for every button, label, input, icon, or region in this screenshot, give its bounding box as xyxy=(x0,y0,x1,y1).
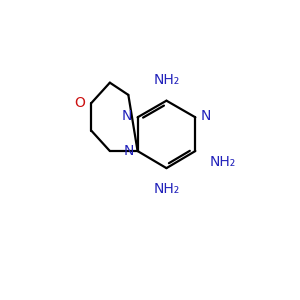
Text: NH₂: NH₂ xyxy=(153,73,180,87)
Text: N: N xyxy=(201,109,211,123)
Text: N: N xyxy=(122,109,132,123)
Text: NH₂: NH₂ xyxy=(153,182,180,196)
Text: O: O xyxy=(75,96,86,110)
Text: NH₂: NH₂ xyxy=(209,155,236,169)
Text: N: N xyxy=(124,144,134,158)
